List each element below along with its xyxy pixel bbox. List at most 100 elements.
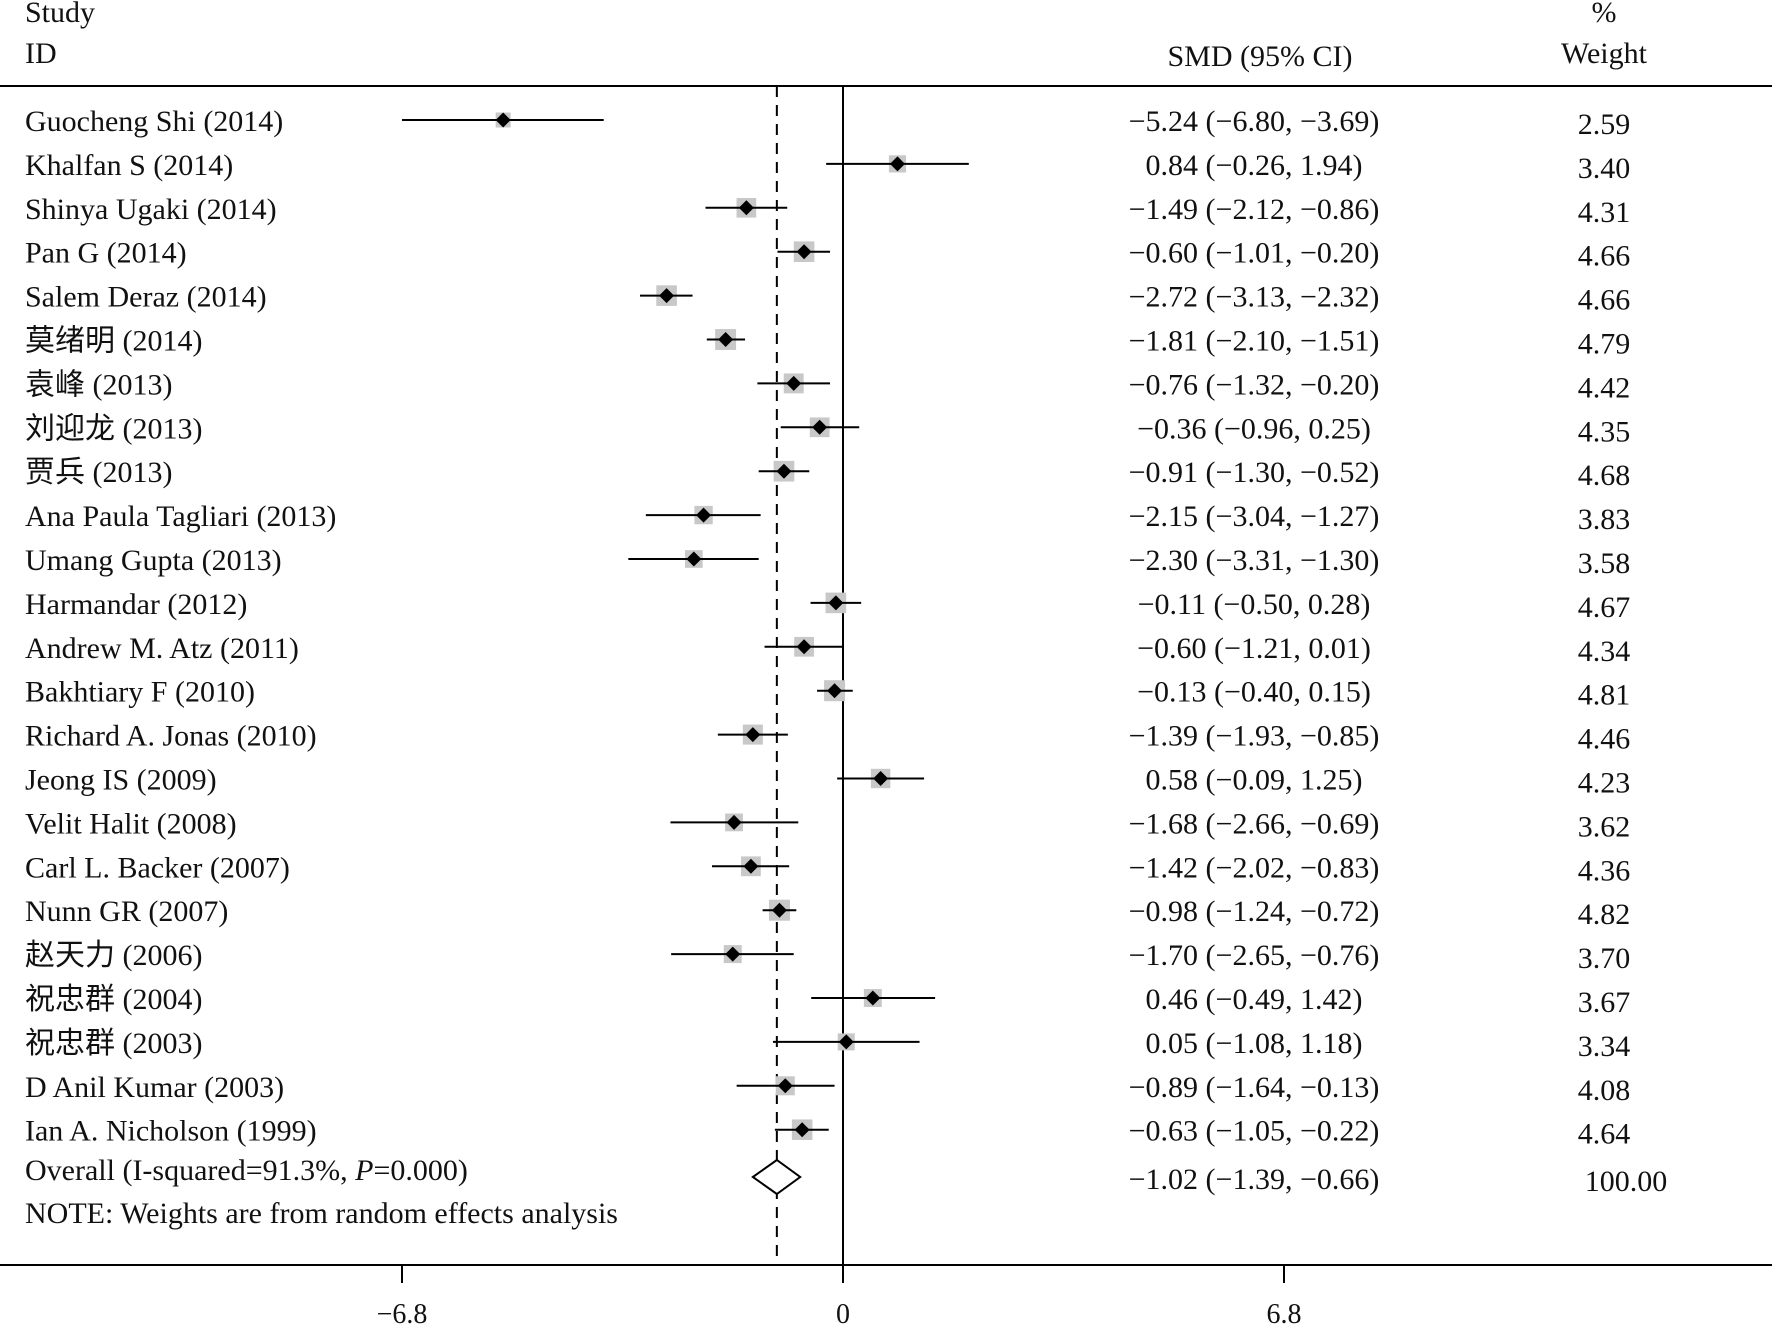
point-estimate xyxy=(738,200,754,216)
study-weight: 4.42 xyxy=(1578,371,1631,404)
study-weight: 4.64 xyxy=(1578,1118,1631,1151)
study-row: Richard A. Jonas (2010) −1.39 (−1.93, −0.… xyxy=(25,720,1630,756)
study-ci: −1.39 (−1.93, −0.85) xyxy=(1129,720,1380,753)
point-estimate xyxy=(659,288,675,304)
study-weight: 2.59 xyxy=(1578,108,1631,141)
point-estimate xyxy=(889,156,905,172)
study-label: 祝忠群 (2004) xyxy=(25,983,202,1016)
x-axis-ticks: −6.8 0 6.8 xyxy=(377,1265,1302,1328)
study-label: Bakhtiary F (2010) xyxy=(25,676,255,709)
study-rows: Guocheng Shi (2014) −5.24 (−6.80, −3.69) 2… xyxy=(25,105,1630,1151)
study-label: Richard A. Jonas (2010) xyxy=(25,720,317,753)
study-weight: 4.68 xyxy=(1578,459,1631,492)
study-label: Andrew M. Atz (2011) xyxy=(25,632,299,665)
study-label: 贾兵 (2013) xyxy=(25,456,172,489)
point-estimate xyxy=(794,1122,810,1138)
study-label: D Anil Kumar (2003) xyxy=(25,1071,284,1104)
point-estimate xyxy=(745,727,761,743)
study-ci: −0.13 (−0.40, 0.15) xyxy=(1137,676,1371,709)
study-ci: −0.89 (−1.64, −0.13) xyxy=(1129,1071,1380,1104)
point-estimate xyxy=(796,244,812,260)
study-ci: 0.46 (−0.49, 1.42) xyxy=(1146,983,1363,1016)
study-row: Bakhtiary F (2010) −0.13 (−0.40, 0.15) 4.8… xyxy=(25,676,1630,712)
study-label: Carl L. Backer (2007) xyxy=(25,851,290,884)
overall-diamond xyxy=(751,1158,802,1196)
study-label: 祝忠群 (2003) xyxy=(25,1027,202,1060)
study-weight: 3.40 xyxy=(1578,152,1631,185)
study-weight: 4.66 xyxy=(1578,284,1631,317)
point-estimate xyxy=(495,112,511,128)
point-estimate xyxy=(743,858,759,874)
point-estimate xyxy=(777,1078,793,1094)
study-label: 袁峰 (2013) xyxy=(25,368,172,401)
study-weight: 3.34 xyxy=(1578,1030,1631,1063)
study-label: Umang Gupta (2013) xyxy=(25,544,282,577)
study-label: Velit Halit (2008) xyxy=(25,807,237,840)
study-label: Ian A. Nicholson (1999) xyxy=(25,1115,317,1148)
study-ci: −0.11 (−0.50, 0.28) xyxy=(1138,588,1371,621)
study-row: D Anil Kumar (2003) −0.89 (−1.64, −0.13) 4… xyxy=(25,1071,1630,1107)
study-label: Ana Paula Tagliari (2013) xyxy=(25,500,336,533)
study-ci: −0.63 (−1.05, −0.22) xyxy=(1129,1115,1380,1148)
tick-label: 6.8 xyxy=(1267,1299,1302,1328)
header-smd: SMD (95% CI) xyxy=(1168,40,1353,73)
point-estimate xyxy=(873,771,889,786)
study-label: Guocheng Shi (2014) xyxy=(25,105,283,138)
point-estimate xyxy=(828,595,844,611)
point-estimate xyxy=(838,1034,854,1050)
study-row: Andrew M. Atz (2011) −0.60 (−1.21, 0.01) 4… xyxy=(25,632,1630,668)
study-ci: −1.68 (−2.66, −0.69) xyxy=(1129,807,1380,840)
study-label: Jeong IS (2009) xyxy=(25,764,217,797)
study-ci: 0.05 (−1.08, 1.18) xyxy=(1146,1027,1363,1060)
study-ci: −0.76 (−1.32, −0.20) xyxy=(1129,368,1380,401)
study-weight: 4.82 xyxy=(1578,898,1631,931)
study-weight: 4.31 xyxy=(1578,196,1631,229)
study-row: 贾兵 (2013) −0.91 (−1.30, −0.52) 4.68 xyxy=(25,456,1630,492)
study-weight: 3.67 xyxy=(1578,986,1631,1019)
study-label: Harmandar (2012) xyxy=(25,588,247,621)
header-study: Study xyxy=(25,0,95,29)
study-weight: 4.79 xyxy=(1578,328,1631,361)
study-ci: −1.70 (−2.65, −0.76) xyxy=(1129,939,1380,972)
study-row: 祝忠群 (2004) 0.46 (−0.49, 1.42) 3.67 xyxy=(25,983,1630,1019)
point-estimate xyxy=(827,683,843,699)
tick-label: 0 xyxy=(836,1299,850,1328)
study-ci: −2.72 (−3.13, −2.32) xyxy=(1129,281,1380,314)
study-row: Salem Deraz (2014) −2.72 (−3.13, −2.32) 4.… xyxy=(25,281,1630,317)
study-ci: −1.81 (−2.10, −1.51) xyxy=(1129,325,1380,358)
study-weight: 4.34 xyxy=(1578,635,1631,668)
point-estimate xyxy=(796,639,812,655)
study-weight: 3.83 xyxy=(1578,503,1631,536)
study-ci: 0.84 (−0.26, 1.94) xyxy=(1146,149,1363,182)
study-row: Ian A. Nicholson (1999) −0.63 (−1.05, −0.… xyxy=(25,1115,1630,1151)
study-ci: −2.15 (−3.04, −1.27) xyxy=(1129,500,1380,533)
study-row: Carl L. Backer (2007) −1.42 (−2.02, −0.83… xyxy=(25,851,1630,887)
study-ci: −0.60 (−1.21, 0.01) xyxy=(1137,632,1371,665)
header-weight: Weight xyxy=(1561,37,1648,70)
point-estimate xyxy=(776,463,792,479)
note-text: NOTE: Weights are from random effects an… xyxy=(25,1197,618,1230)
study-weight: 4.67 xyxy=(1578,591,1631,624)
point-estimate xyxy=(786,375,802,391)
study-row: 袁峰 (2013) −0.76 (−1.32, −0.20) 4.42 xyxy=(25,368,1630,404)
study-row: 祝忠群 (2003) 0.05 (−1.08, 1.18) 3.34 xyxy=(25,1027,1630,1063)
point-estimate xyxy=(865,990,881,1006)
study-ci: −0.60 (−1.01, −0.20) xyxy=(1129,237,1380,270)
study-weight: 4.08 xyxy=(1578,1074,1631,1107)
study-label: Nunn GR (2007) xyxy=(25,895,228,928)
study-row: Khalfan S (2014) 0.84 (−0.26, 1.94) 3.40 xyxy=(25,149,1630,185)
study-row: Guocheng Shi (2014) −5.24 (−6.80, −3.69) 2… xyxy=(25,105,1630,141)
study-weight: 4.23 xyxy=(1578,767,1631,800)
study-weight: 4.46 xyxy=(1578,723,1631,756)
study-weight: 4.35 xyxy=(1578,415,1631,448)
study-row: Harmandar (2012) −0.11 (−0.50, 0.28) 4.67 xyxy=(25,588,1630,624)
study-row: 莫绪明 (2014) −1.81 (−2.10, −1.51) 4.79 xyxy=(25,325,1630,361)
study-ci: −0.98 (−1.24, −0.72) xyxy=(1129,895,1380,928)
study-label: 莫绪明 (2014) xyxy=(25,325,202,358)
study-ci: 0.58 (−0.09, 1.25) xyxy=(1146,764,1363,797)
point-estimate xyxy=(725,946,741,962)
tick-label: −6.8 xyxy=(377,1299,428,1328)
study-ci: −1.49 (−2.12, −0.86) xyxy=(1129,193,1380,226)
point-estimate xyxy=(812,419,828,435)
